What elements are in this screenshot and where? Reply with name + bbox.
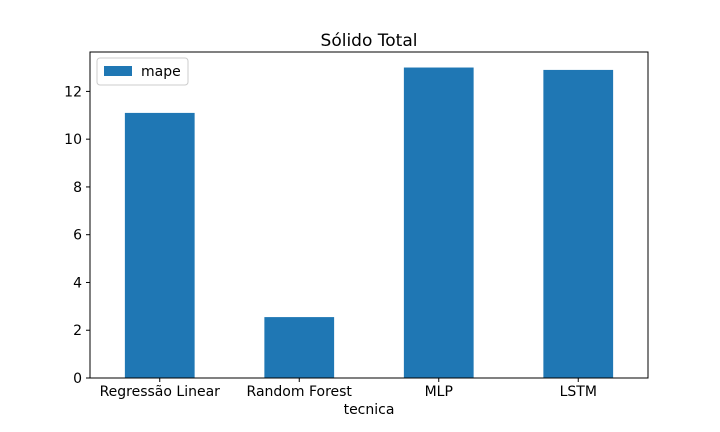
bar-random-forest bbox=[264, 317, 335, 378]
y-tick-label: 10 bbox=[64, 132, 82, 148]
y-tick-label: 0 bbox=[73, 371, 82, 387]
x-tick-label: LSTM bbox=[560, 384, 597, 400]
y-tick-label: 2 bbox=[73, 323, 82, 339]
bar-regress-o-linear bbox=[124, 112, 195, 379]
y-tick-label: 8 bbox=[73, 180, 82, 196]
x-tick-label: Regressão Linear bbox=[100, 384, 221, 400]
legend-label-mape: mape bbox=[141, 64, 181, 80]
bar-mlp bbox=[403, 67, 474, 379]
legend: mape bbox=[96, 57, 189, 86]
x-tick-label: MLP bbox=[425, 384, 453, 400]
x-axis: Regressão Linear Random Forest MLP LSTM bbox=[100, 378, 597, 400]
y-tick-label: 6 bbox=[73, 228, 82, 244]
y-axis: 0 2 4 6 8 10 12 bbox=[64, 84, 90, 387]
x-axis-label: tecnica bbox=[344, 402, 395, 418]
plot-frame bbox=[89, 51, 649, 379]
y-tick-label: 12 bbox=[64, 84, 82, 100]
bar-lstm bbox=[543, 69, 614, 379]
y-tick-label: 4 bbox=[73, 275, 82, 291]
bars-group bbox=[124, 67, 614, 379]
legend-box bbox=[96, 57, 189, 86]
chart-title: Sólido Total bbox=[321, 31, 418, 51]
x-tick-label: Random Forest bbox=[247, 384, 353, 400]
legend-swatch bbox=[104, 66, 132, 76]
